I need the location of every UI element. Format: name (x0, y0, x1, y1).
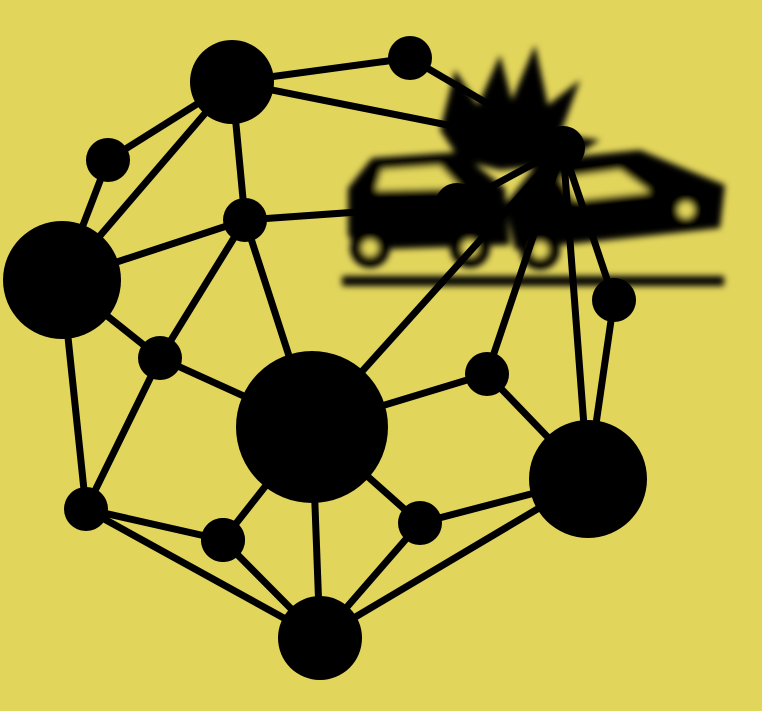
network-edge (82, 354, 164, 513)
network-node (278, 596, 362, 680)
network-node (465, 352, 509, 396)
network-node (190, 40, 274, 124)
network-node (388, 36, 432, 80)
network-edge (156, 216, 249, 362)
network-edge (406, 54, 567, 152)
network-node (86, 138, 130, 182)
network-node (435, 183, 479, 227)
network-node (398, 501, 442, 545)
network-node (529, 420, 647, 538)
network-node (592, 278, 636, 322)
network-edge (82, 505, 324, 642)
network-node (64, 487, 108, 531)
network-node (541, 126, 585, 170)
network-node (3, 221, 121, 339)
network-edge (82, 505, 227, 544)
network-node (223, 198, 267, 242)
network-node (138, 336, 182, 380)
network-node (201, 518, 245, 562)
network-node (236, 351, 388, 503)
network-edge (241, 201, 461, 224)
network-edge (483, 144, 567, 378)
network-nodes (3, 36, 647, 680)
network-edge (228, 78, 567, 152)
network-edge (559, 144, 618, 304)
